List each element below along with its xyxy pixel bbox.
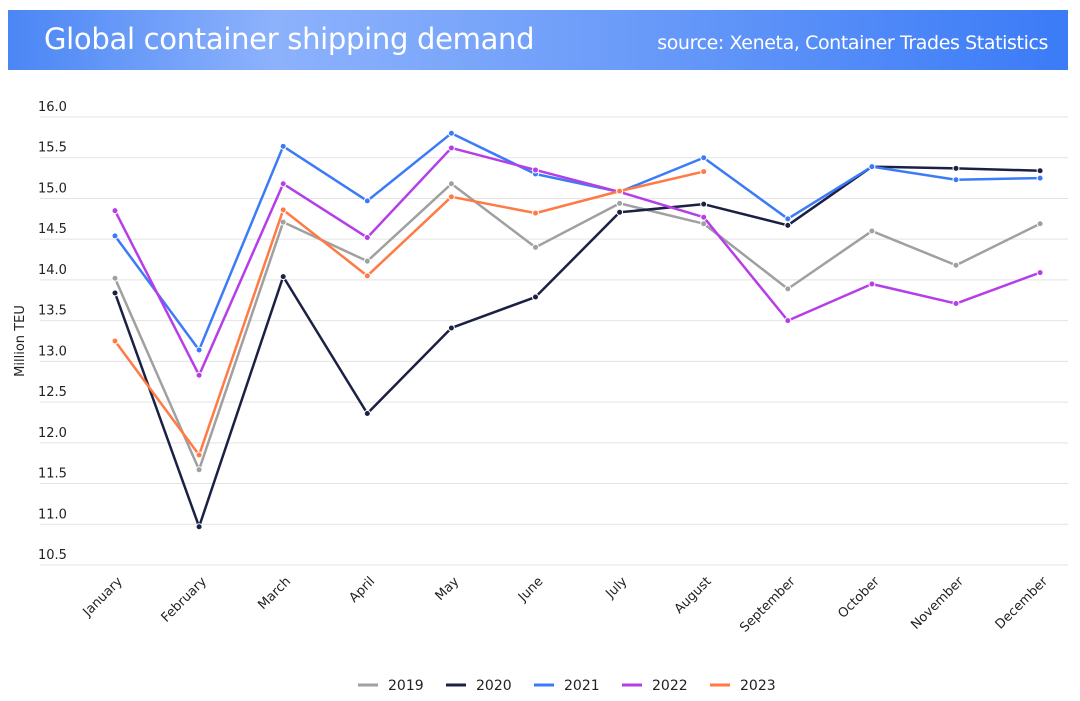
x-tick-label: July <box>603 574 631 602</box>
data-point <box>952 164 960 172</box>
data-point <box>447 324 455 332</box>
data-point <box>1036 167 1044 175</box>
y-tick-label: 14.5 <box>38 222 67 237</box>
data-point <box>447 193 455 201</box>
data-point <box>952 261 960 269</box>
y-tick-label: 16.0 <box>38 100 67 115</box>
y-tick-label: 13.5 <box>38 304 67 319</box>
x-tick-label: November <box>908 574 967 633</box>
y-tick-label: 11.5 <box>38 467 67 482</box>
data-point <box>363 257 371 265</box>
legend-label: 2022 <box>652 678 688 694</box>
data-point <box>784 317 792 325</box>
y-tick-label: 10.5 <box>38 548 67 563</box>
x-tick-label: October <box>835 574 883 622</box>
data-point <box>1036 269 1044 277</box>
data-point <box>111 337 119 345</box>
y-axis-label: Million TEU <box>13 305 28 377</box>
data-point <box>784 215 792 223</box>
data-point <box>616 199 624 207</box>
series-2021 <box>111 129 1044 354</box>
data-point <box>532 293 539 301</box>
legend-label: 2019 <box>388 678 424 694</box>
data-point <box>616 208 624 216</box>
data-point <box>111 232 119 240</box>
data-point <box>279 273 287 281</box>
chart-title: Global container shipping demand <box>44 22 535 56</box>
series-line <box>113 182 1041 471</box>
data-point <box>111 207 119 215</box>
y-tick-label: 11.0 <box>38 507 67 522</box>
data-point <box>363 272 371 280</box>
data-point <box>363 197 371 205</box>
legend-label: 2021 <box>564 678 600 694</box>
data-point <box>279 142 287 150</box>
data-point <box>700 168 708 176</box>
series-2022 <box>111 144 1044 379</box>
data-point <box>868 227 876 235</box>
x-tick-label: February <box>159 574 211 626</box>
x-tick-label: May <box>433 574 463 604</box>
data-point <box>195 451 203 459</box>
x-tick-label: December <box>993 574 1052 633</box>
data-point <box>363 409 371 417</box>
x-tick-label: September <box>737 574 799 636</box>
data-point <box>447 180 455 188</box>
series-2019 <box>111 180 1044 474</box>
data-point <box>952 300 960 308</box>
data-point <box>195 371 203 379</box>
data-point <box>195 523 203 531</box>
data-point <box>195 346 203 354</box>
data-point <box>868 163 876 171</box>
series-line <box>113 132 1041 352</box>
y-tick-label: 13.0 <box>38 344 67 359</box>
x-tick-label: June <box>515 574 546 605</box>
series-line <box>113 146 1041 377</box>
x-tick-label: April <box>347 574 379 606</box>
y-tick-label: 15.5 <box>38 141 67 156</box>
data-point <box>1036 220 1044 228</box>
series-line <box>113 170 704 457</box>
data-point <box>532 166 539 174</box>
data-point <box>532 243 539 251</box>
data-point <box>1036 174 1044 182</box>
data-point <box>700 213 708 221</box>
x-tick-label: August <box>672 574 715 617</box>
data-point <box>532 209 539 217</box>
legend-label: 2020 <box>476 678 512 694</box>
y-tick-label: 12.0 <box>38 426 67 441</box>
y-tick-label: 12.5 <box>38 385 67 400</box>
data-point <box>111 274 119 282</box>
data-point <box>447 129 455 137</box>
data-point <box>952 176 960 184</box>
chart-header: Global container shipping demand source:… <box>8 10 1068 70</box>
data-point <box>195 466 203 474</box>
data-point <box>700 220 708 228</box>
y-tick-label: 14.0 <box>38 263 67 278</box>
series-2020 <box>111 163 1044 531</box>
chart-source: source: Xeneta, Container Trades Statist… <box>657 32 1048 54</box>
data-point <box>784 221 792 229</box>
data-point <box>447 144 455 152</box>
legend-label: 2023 <box>740 678 776 694</box>
series-2023 <box>111 168 708 459</box>
y-tick-label: 15.0 <box>38 181 67 196</box>
data-point <box>279 206 287 214</box>
data-point <box>700 154 708 162</box>
data-point <box>363 234 371 242</box>
data-point <box>616 187 624 195</box>
data-point <box>279 218 287 226</box>
x-tick-label: March <box>255 574 294 613</box>
x-tick-label: January <box>80 574 126 620</box>
data-point <box>279 180 287 188</box>
data-point <box>868 280 876 288</box>
data-point <box>784 285 792 293</box>
data-point <box>111 289 119 297</box>
data-point <box>700 200 708 208</box>
series-line <box>113 165 1041 528</box>
